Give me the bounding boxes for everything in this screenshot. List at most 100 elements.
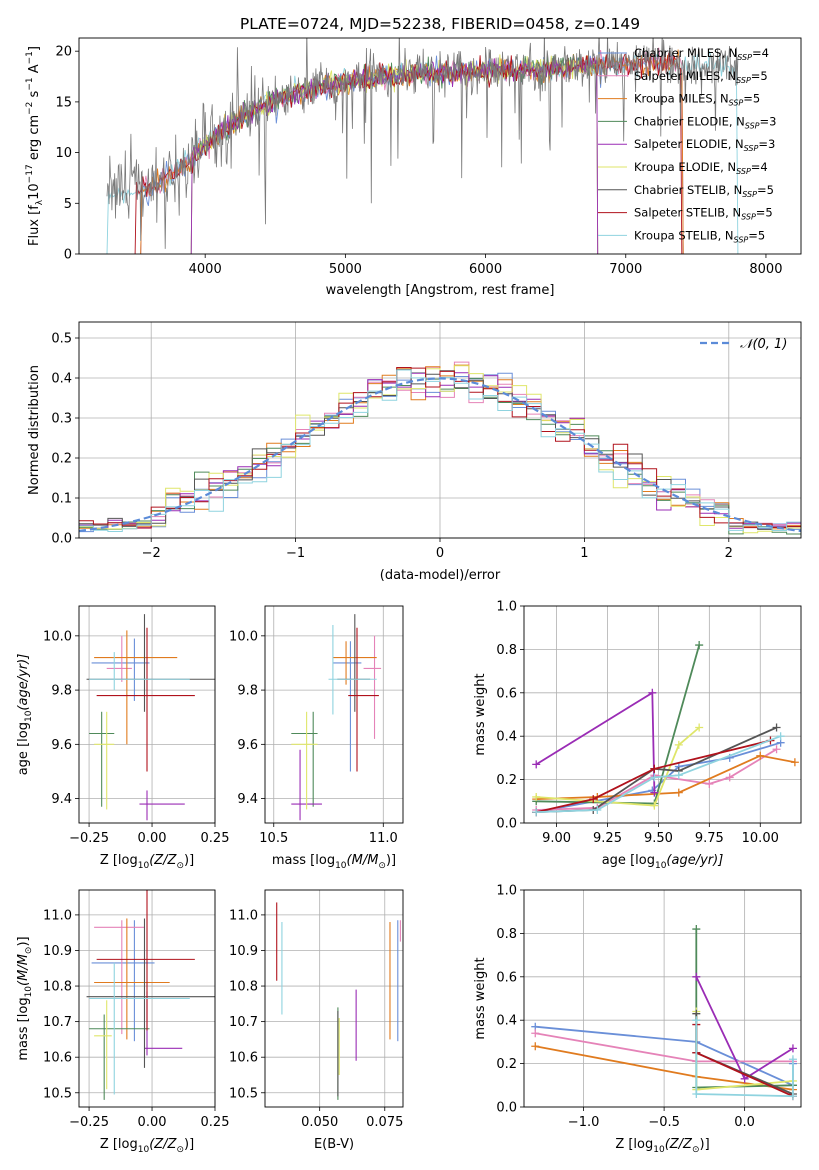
y-axis-label: mass weight — [473, 673, 488, 755]
y-tick-label: 9.6 — [237, 738, 258, 753]
weight-marker — [674, 740, 683, 749]
y-tick-label: 10 — [55, 146, 72, 161]
y-tick-label: 10.8 — [43, 980, 72, 995]
y-tick-label: 10.9 — [229, 944, 258, 959]
x-tick-label: −0.25 — [69, 1115, 109, 1130]
y-tick-label: 5 — [64, 197, 72, 212]
weight-marker — [531, 1029, 540, 1038]
histograms — [79, 361, 801, 535]
y-axis-label: mass weight — [473, 957, 488, 1039]
legend-entry: 𝒩(0, 1) — [740, 337, 787, 352]
y-tick-label: 0.6 — [496, 970, 517, 985]
weight-marker — [772, 745, 781, 754]
y-tick-label: 9.8 — [237, 684, 258, 699]
weight-marker — [692, 1089, 701, 1098]
legend: Chabrier MILES, NSSP=4 Salpeter MILES, NS… — [598, 46, 776, 244]
weight-marker — [650, 764, 659, 773]
weight-marker — [772, 723, 781, 732]
y-tick-label: 0.3 — [51, 412, 72, 427]
y-tick-label: 11.0 — [43, 908, 72, 923]
y-tick-label: 10.6 — [43, 1051, 72, 1066]
y-tick-label: 20 — [55, 45, 72, 60]
x-tick-label: 10.00 — [742, 831, 779, 846]
observed-spectrum-line — [106, 38, 739, 249]
weight-marker — [788, 1092, 797, 1101]
y-tick-label: 1.0 — [496, 884, 517, 899]
x-tick-label: 0.00 — [138, 1115, 167, 1130]
x-tick-label: 2 — [725, 546, 733, 561]
weight-marker — [776, 732, 785, 741]
weight-marker — [692, 1016, 701, 1025]
y-tick-label: 10.5 — [43, 1086, 72, 1101]
weight-line — [695, 1020, 794, 1098]
x-tick-label: 0.050 — [301, 1115, 338, 1130]
weight-marker — [674, 788, 683, 797]
x-tick-label: 6000 — [469, 262, 502, 277]
weight-lines — [532, 641, 799, 817]
x-axis-label: mass [log10(M/M⊙)] — [272, 853, 396, 871]
legend-entry: Salpeter MILES, NSSP=5 — [634, 69, 768, 85]
x-tick-label: 0.0 — [734, 1115, 755, 1130]
y-tick-label: 10.8 — [229, 980, 258, 995]
x-tick-label: 9.00 — [542, 831, 571, 846]
y-axis-label: age [log10(age/yr)] — [16, 654, 34, 776]
normal-curve — [79, 377, 801, 533]
x-tick-label: 0 — [436, 546, 444, 561]
weight-marker — [593, 805, 602, 814]
y-tick-label: 9.6 — [51, 738, 72, 753]
weight-marker — [650, 801, 659, 810]
y-tick-label: 10.9 — [43, 944, 72, 959]
y-tick-label: 0.2 — [496, 1057, 517, 1072]
weight-marker — [674, 771, 683, 780]
y-tick-label: 15 — [55, 95, 72, 110]
weight-lines — [531, 925, 797, 1101]
chart-title: PLATE=0724, MJD=52238, FIBERID=0458, z=0… — [240, 15, 640, 33]
y-tick-label: 0.4 — [496, 1014, 517, 1029]
axes-frame — [264, 605, 404, 824]
axes-frame — [78, 605, 216, 824]
model-spectrum-line — [140, 53, 684, 254]
y-tick-label: 0.5 — [51, 332, 72, 347]
mass-Z-panel: −0.25 0.00 0.25 10.5 10.6 10.7 10.8 10.9 11.0 Z [… — [16, 889, 229, 1155]
axes-frame — [523, 889, 802, 1108]
x-tick-label: 5000 — [329, 262, 362, 277]
weight-marker — [650, 788, 659, 797]
legend-entry: Chabrier STELIB, NSSP=5 — [634, 183, 774, 199]
y-tick-label: 0.2 — [51, 452, 72, 467]
weight-marker — [705, 779, 714, 788]
axes-frame — [264, 889, 404, 1108]
weight-marker — [756, 751, 765, 760]
x-tick-label: −0.25 — [69, 831, 109, 846]
y-tick-label: 0.8 — [496, 643, 517, 658]
x-tick-label: −1 — [286, 546, 305, 561]
mass-ebv-panel: 0.050 0.075 10.5 10.6 10.7 10.8 10.9 11.0 E(B-V) — [229, 889, 404, 1152]
y-tick-label: 1.0 — [496, 600, 517, 615]
y-tick-label: 10.6 — [229, 1051, 258, 1066]
x-axis-label: Z [log10(Z/Z⊙)] — [100, 1137, 194, 1155]
x-axis-label: (data-model)/error — [380, 568, 501, 583]
weight-marker — [589, 795, 598, 804]
weight-marker — [692, 972, 701, 981]
x-tick-label: −0.5 — [648, 1115, 680, 1130]
x-axis-label: wavelength [Angstrom, rest frame] — [326, 283, 555, 298]
weight-marker — [532, 808, 541, 817]
y-tick-label: 9.8 — [51, 684, 72, 699]
y-tick-label: 10.7 — [229, 1015, 258, 1030]
weight-marker — [788, 1044, 797, 1053]
age-Z-panel: −0.25 0.00 0.25 9.4 9.6 9.8 10.0 Z [log10(Z/Z⊙)… — [16, 605, 229, 871]
x-tick-label: 1 — [580, 546, 588, 561]
weight-marker — [692, 925, 701, 934]
x-tick-label: 7000 — [609, 262, 642, 277]
y-tick-label: 10.0 — [229, 629, 258, 644]
weight-line — [536, 739, 771, 813]
x-tick-label: −2 — [142, 546, 161, 561]
x-tick-label: 11.0 — [369, 831, 398, 846]
weight-marker — [788, 1055, 797, 1064]
age-mass-panel: 10.5 11.0 9.4 9.6 9.8 10.0 mass [log10(M/M⊙)] — [229, 605, 404, 871]
x-tick-label: −1.0 — [568, 1115, 600, 1130]
x-tick-label: 9.50 — [644, 831, 673, 846]
x-tick-label: 9.25 — [593, 831, 622, 846]
y-tick-label: 0.6 — [496, 686, 517, 701]
weight-marker — [695, 723, 704, 732]
weight-line — [536, 748, 778, 811]
